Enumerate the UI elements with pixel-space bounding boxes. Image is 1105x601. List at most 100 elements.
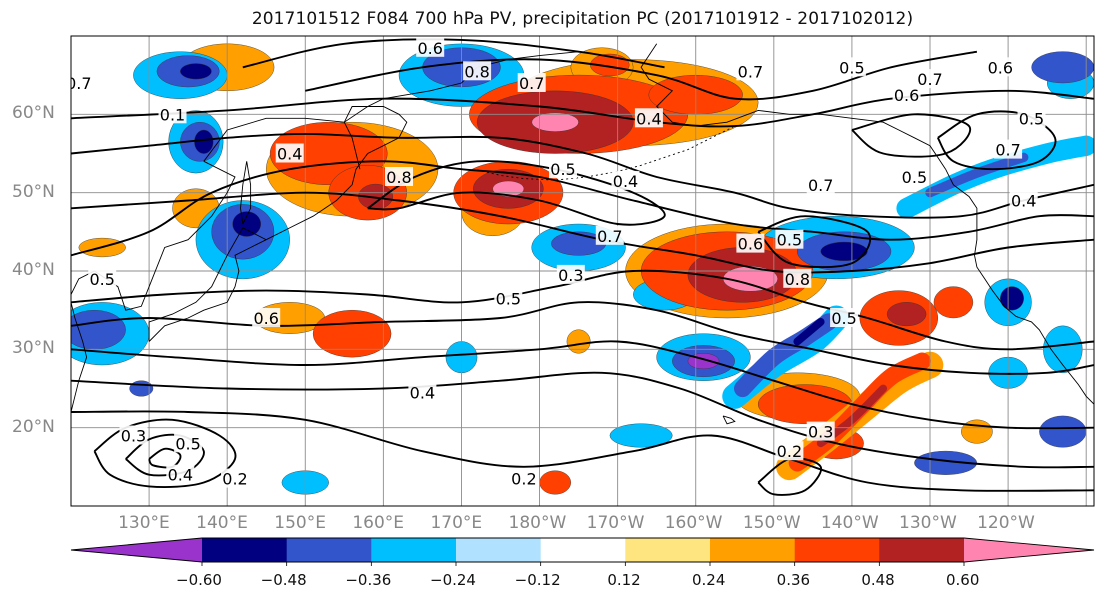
lon-label-160: 160°E: [352, 513, 405, 533]
contour-label-bg-2: [517, 73, 546, 92]
contour-label-20: 0.7: [597, 227, 622, 246]
pv-contour-7: [71, 269, 1094, 351]
contour-label-bg-23: [783, 268, 812, 288]
contour-label-12: 0.5: [902, 168, 927, 187]
contour-label-18: 0.5: [550, 160, 575, 179]
contour-label-10: 0.5: [1019, 109, 1044, 128]
lon-label-130: 130°E: [118, 513, 170, 533]
contour-label-bg-32: [166, 464, 195, 484]
contour-label-30: 0.3: [121, 427, 146, 446]
precip-patch-60: [232, 211, 261, 237]
precip-patch-39: [933, 286, 974, 319]
colorbar-bin-5: [540, 538, 626, 562]
contour-label-bg-3: [634, 108, 663, 128]
contour-label-35: 0.2: [777, 442, 802, 461]
colorbar-bin-3: [371, 538, 457, 562]
colorbar-bin-9: [879, 538, 965, 562]
contour-label-bg-31: [174, 433, 203, 453]
colorbar-label-6: 0.24: [692, 571, 726, 589]
pv-contour-1: [305, 50, 978, 101]
precip-patch-61: [820, 241, 868, 261]
colorbar-label-8: 0.48: [861, 571, 895, 589]
colorbar-label-5: 0.12: [607, 571, 641, 589]
coastline-sakhalin: [240, 161, 252, 225]
precip-patch-51: [1031, 51, 1094, 84]
lat-label-30: 30°N: [12, 338, 55, 359]
pv-contour-9: [71, 340, 1094, 430]
contour-label-36: 0.3: [808, 423, 833, 442]
contour-label-22: 0.5: [777, 231, 802, 250]
lon-label-220: 140°W: [820, 513, 879, 533]
colorbar-bin-4: [456, 538, 542, 562]
contour-label-14: 0.7: [66, 74, 91, 93]
contour-label-bg-1: [463, 61, 492, 81]
contour-label-13: 0.4: [1011, 192, 1036, 211]
contour-label-bg-6: [837, 57, 866, 77]
pv-contour-3: [71, 132, 1094, 219]
precip-patch-10: [961, 419, 993, 444]
contour-label-16: 0.4: [277, 145, 302, 164]
contour-label-bg-36: [806, 421, 835, 441]
contour-label-bg-18: [549, 159, 577, 179]
precip-patch-11: [566, 329, 591, 354]
pv-contour-5: [367, 160, 666, 226]
coastline-china-coast: [71, 302, 88, 413]
precip-patch-50: [1039, 415, 1087, 448]
lon-label-190: 170°W: [586, 513, 645, 533]
contour-label-bg-7: [986, 57, 1015, 77]
pv-contour-17: [757, 215, 872, 269]
contour-label-bg-14: [71, 73, 93, 92]
coastline-alaska: [640, 43, 946, 170]
contour-label-bg-10: [1017, 108, 1046, 128]
contour-label-bg-22: [775, 229, 804, 249]
lat-label-50: 50°N: [12, 181, 55, 202]
precip-patch-63: [531, 112, 579, 132]
contour-label-11: 0.7: [808, 176, 833, 195]
precip-patch-62: [1000, 286, 1024, 311]
contour-label-15: 0.1: [160, 105, 185, 124]
contour-label-24: 0.5: [89, 270, 114, 289]
contour-label-bg-27: [556, 264, 585, 284]
contour-label-8: 0.6: [894, 86, 919, 105]
lon-label-210: 150°W: [742, 513, 801, 533]
contour-label-bg-9: [994, 139, 1023, 159]
contour-label-17: 0.8: [386, 168, 411, 187]
pv-contour-4: [71, 160, 1094, 257]
contour-label-26: 0.5: [496, 289, 521, 308]
contour-label-34: 0.2: [511, 470, 536, 489]
contour-label-bg-11: [806, 174, 835, 194]
contour-label-bg-28: [830, 308, 859, 327]
precip-patch-40: [539, 470, 572, 495]
contour-label-29: 0.4: [410, 383, 435, 402]
contour-label-bg-30: [119, 425, 148, 445]
colorbar: [70, 537, 1095, 566]
contour-label-bg-33: [221, 468, 249, 488]
colorbar-label-9: 0.60: [946, 571, 980, 589]
colorbar-label-7: 0.36: [776, 571, 811, 589]
lat-label-40: 40°N: [12, 260, 55, 280]
contour-label-bg-12: [900, 167, 929, 186]
precip-streak-7: [793, 318, 825, 346]
precip-patch-30: [590, 53, 630, 77]
colorbar-bin-0: [71, 538, 202, 562]
contour-label-bg-8: [892, 84, 921, 104]
colorbar-bin-7: [710, 538, 796, 562]
colorbar-label-1: −0.48: [260, 571, 307, 589]
pv-contour-2: [242, 38, 665, 69]
precip-patch-26: [609, 423, 673, 448]
pv-contour-16: [851, 113, 972, 158]
contour-label-bg-25: [252, 308, 281, 327]
colorbar-bin-1: [202, 538, 288, 562]
lon-label-180: 180°W: [508, 513, 567, 533]
lon-label-150: 150°E: [274, 513, 326, 533]
lon-label-230: 130°W: [899, 513, 957, 533]
contour-label-21: 0.6: [738, 235, 763, 254]
contour-label-bg-13: [1009, 190, 1038, 210]
contour-label-33: 0.2: [222, 470, 247, 489]
contour-label-bg-26: [494, 288, 523, 308]
lon-label-200: 160°W: [664, 513, 723, 533]
lat-label-20: 20°N: [12, 416, 55, 437]
colorbar-label-2: −0.36: [345, 571, 392, 589]
map-title: 2017101512 F084 700 hPa PV, precipitatio…: [251, 9, 914, 29]
